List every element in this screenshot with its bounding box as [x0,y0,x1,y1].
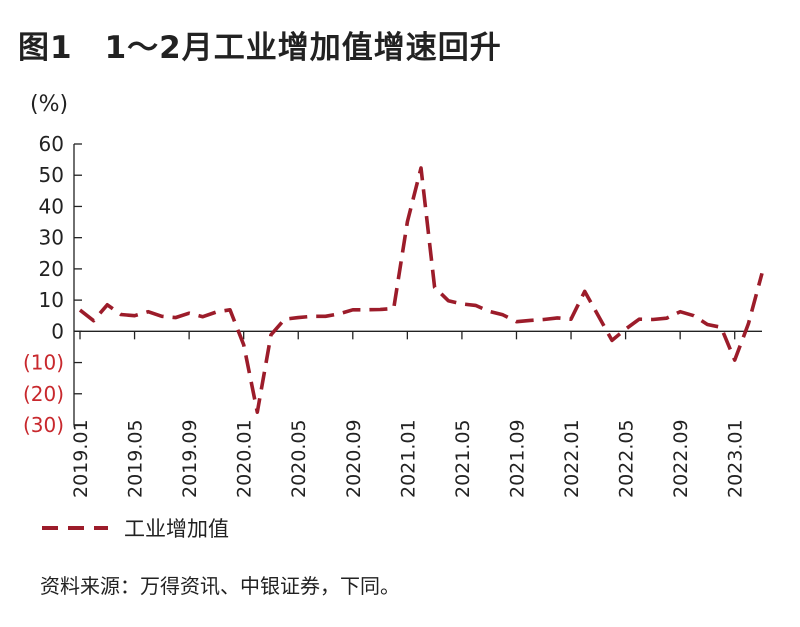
x-tick-label: 2022.01 [561,419,583,498]
x-tick-label: 2020.05 [288,419,310,498]
x-tick-label: 2022.09 [670,419,692,498]
x-tick-label: 2020.09 [343,419,365,498]
y-tick-label: 30 [39,226,64,250]
source-note: 资料来源：万得资讯、中银证券，下同。 [40,574,400,598]
legend-label: 工业增加值 [124,517,229,541]
y-tick-label: (30) [23,413,64,437]
y-tick-label: 0 [51,319,64,343]
x-tick-label: 2021.09 [506,419,528,498]
x-tick-label: 2022.05 [616,419,638,498]
y-tick-label: 10 [39,288,64,312]
x-tick-label: 2023.01 [725,419,747,498]
y-tick-label: 60 [39,132,64,156]
x-tick-label: 2020.01 [234,419,256,498]
y-tick-label: 40 [39,194,64,218]
x-tick-label: 2019.05 [125,419,147,498]
legend-dashed-line-icon [42,526,108,530]
x-tick-label: 2021.05 [452,419,474,498]
y-tick-label: (20) [23,382,64,406]
chart-title: 图1 1～2月工业增加值增速回升 [18,30,502,66]
y-tick-label: (10) [23,351,64,375]
y-axis-unit: (%) [30,92,69,117]
x-tick-label: 2021.01 [397,419,419,498]
y-axis: 60 50 40 30 20 10 0 (10) (20) (30) [23,132,82,437]
y-tick-label: 20 [39,257,64,281]
x-tick-label: 2019.09 [179,419,201,498]
legend: 工业增加值 [40,513,229,543]
x-tick-label: 2019.01 [70,419,92,498]
y-tick-label: 50 [39,163,64,187]
x-axis: 2019.01 2019.05 2019.09 2020.01 2020.05 2020.… [70,330,762,498]
series-line-industrial-value-added [78,166,764,415]
series-layer [78,166,764,415]
